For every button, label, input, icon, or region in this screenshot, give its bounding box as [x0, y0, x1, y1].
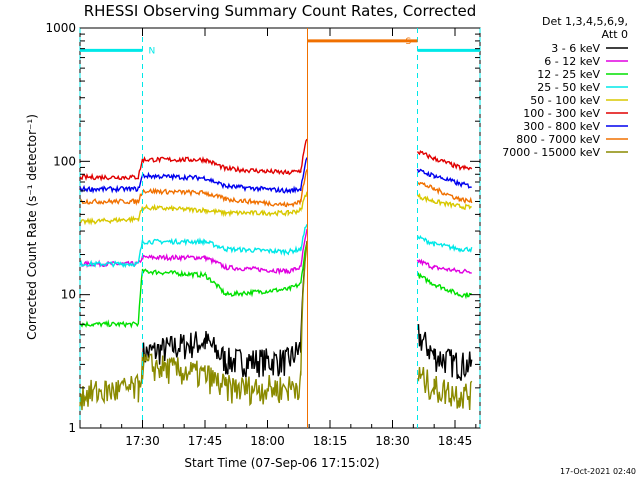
- x-tick-label-1: 17:45: [188, 434, 223, 448]
- x-tick-label-0: 17:30: [125, 434, 160, 448]
- chart-title: RHESSI Observing Summary Count Rates, Co…: [84, 2, 477, 20]
- legend-header-line-2: Att 0: [602, 28, 628, 41]
- x-axis-label: Start Time (07-Sep-06 17:15:02): [184, 456, 379, 470]
- series-line-3: [79, 224, 473, 269]
- legend-label-2: 12 - 25 keV: [537, 68, 600, 81]
- legend-label-3: 25 - 50 keV: [537, 81, 600, 94]
- x-tick-label-5: 18:45: [438, 434, 473, 448]
- y-axis-label: Corrected Count Rate (s⁻¹ detector⁻¹): [25, 114, 39, 340]
- y-tick-label-1: 10: [61, 288, 76, 302]
- x-tick-label-4: 18:30: [375, 434, 410, 448]
- legend-label-4: 50 - 100 keV: [530, 94, 600, 107]
- attenuator-flags: NS: [79, 28, 481, 428]
- legend-label-5: 100 - 300 keV: [523, 107, 600, 120]
- flag-label-1: S: [406, 37, 412, 47]
- legend-label-0: 3 - 6 keV: [551, 42, 600, 55]
- axes: 17:30 17:45 18:00 18:15 18:30 18:45 1 10 100 1000: [45, 21, 480, 448]
- y-tick-label-2: 100: [53, 154, 76, 168]
- series-line-0: [141, 240, 473, 381]
- flag-label-0: N: [149, 46, 156, 56]
- series-line-5: [79, 138, 473, 182]
- legend-label-6: 300 - 800 keV: [523, 120, 600, 133]
- y-tick-label-3: 1000: [45, 21, 76, 35]
- series-line-6: [79, 157, 472, 195]
- x-tick-label-3: 18:15: [313, 434, 348, 448]
- series-line-8: [79, 241, 473, 411]
- timestamp: 17-Oct-2021 02:40: [560, 467, 636, 476]
- legend-label-7: 800 - 7000 keV: [516, 133, 600, 146]
- series-lines: [79, 138, 473, 411]
- y-tick-label-0: 1: [68, 421, 76, 435]
- legend-label-8: 7000 - 15000 keV: [502, 146, 600, 159]
- series-line-7: [79, 169, 473, 208]
- x-tick-label-2: 18:00: [250, 434, 285, 448]
- series-line-4: [79, 191, 472, 226]
- legend-label-1: 6 - 12 keV: [544, 55, 600, 68]
- legend-header-line-1: Det 1,3,4,5,6,9,: [542, 15, 628, 28]
- series-line-2: [79, 243, 472, 329]
